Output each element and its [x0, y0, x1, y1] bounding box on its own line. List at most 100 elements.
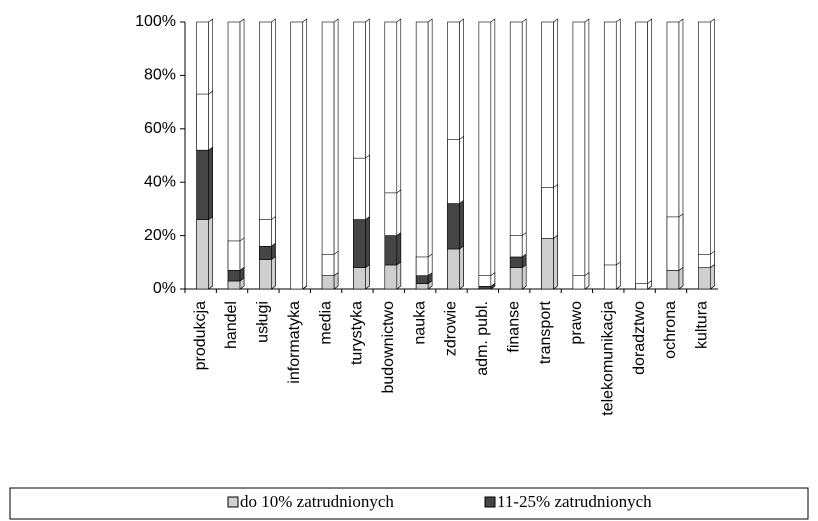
bar-segment	[447, 203, 460, 250]
bar-side	[521, 232, 527, 258]
bar-segment	[415, 256, 429, 276]
bar-side	[365, 154, 370, 221]
bar-segment	[259, 219, 272, 247]
bar-segment	[509, 256, 523, 268]
column-side	[490, 18, 496, 290]
bar-segment	[384, 264, 398, 290]
bar-side	[302, 285, 307, 290]
bar-side	[208, 215, 213, 290]
bar-side	[427, 253, 433, 277]
x-tick-label: budownictwo	[380, 301, 397, 394]
bar-segment	[259, 245, 272, 260]
bar-segment	[698, 253, 711, 268]
bar-segment	[447, 139, 460, 204]
y-tick-label: 40%	[144, 173, 176, 190]
bar-side	[271, 215, 276, 247]
bar-segment	[384, 192, 398, 236]
column-side	[302, 18, 308, 290]
bar-side	[678, 213, 684, 271]
legend-swatch	[484, 496, 496, 508]
x-tick-label: transport	[537, 300, 554, 364]
x-tick-label: media	[317, 301, 334, 345]
bar-side	[553, 183, 558, 239]
column-frame	[415, 21, 429, 290]
x-tick-label: doradztwo	[631, 301, 648, 375]
bar-segment	[603, 264, 617, 290]
bar-segment	[415, 275, 429, 284]
bar-side	[490, 272, 496, 287]
y-tick-label: 80%	[144, 67, 176, 84]
bar-side	[396, 232, 402, 266]
bar-segment	[447, 248, 460, 290]
bar-segment	[353, 267, 366, 290]
x-tick-label: kultura	[694, 301, 711, 349]
legend-label: do 10% zatrudnionych	[240, 492, 394, 511]
bar-segment	[541, 187, 554, 239]
x-tick-label: nauka	[411, 301, 428, 345]
legend-box	[9, 487, 809, 520]
x-tick-label: finanse	[505, 301, 522, 353]
bar-side	[333, 250, 339, 277]
bar-side	[239, 237, 245, 271]
column-frame	[603, 21, 617, 290]
bar-segment	[321, 253, 335, 276]
bar-side	[365, 264, 370, 290]
column-frame	[290, 21, 304, 290]
column-frame	[635, 21, 648, 290]
bar-segment	[384, 235, 398, 266]
bar-side	[459, 199, 464, 250]
bar-side	[521, 264, 527, 290]
bar-side	[710, 264, 715, 290]
bar-side	[710, 250, 715, 269]
bar-segment	[635, 283, 648, 290]
column-side	[584, 18, 590, 290]
bar-segment	[698, 267, 711, 290]
bar-side	[678, 266, 684, 290]
bar-segment	[541, 237, 554, 290]
bar-side	[459, 245, 464, 290]
bar-segment	[353, 157, 366, 220]
column-side	[333, 18, 339, 290]
bar-segment	[666, 270, 680, 290]
bar-side	[553, 234, 558, 290]
y-tick-label: 0%	[153, 280, 176, 297]
bar-segment	[196, 149, 209, 220]
x-tick-label: turystyka	[349, 301, 366, 365]
bar-side	[208, 90, 213, 151]
bar-side	[647, 280, 652, 290]
bar-segment	[509, 235, 523, 258]
bar-segment	[353, 219, 366, 268]
y-tick-label: 100%	[135, 13, 176, 30]
x-tick-label: usługi	[255, 301, 272, 343]
bar-side	[396, 189, 402, 237]
x-tick-label: prawo	[568, 301, 585, 345]
bar-segment	[196, 93, 209, 151]
column-frame	[572, 21, 586, 290]
x-tick-label: telekomunikacja	[599, 301, 616, 416]
x-tick-label: produkcja	[192, 301, 209, 370]
y-tick-label: 20%	[144, 227, 176, 244]
bar-side	[615, 261, 621, 290]
bar-side	[584, 272, 590, 290]
x-tick-label: adm. publ.	[474, 301, 491, 376]
bar-segment	[196, 219, 209, 290]
column-frame	[321, 21, 335, 290]
bar-segment	[259, 259, 272, 290]
bar-side	[208, 146, 213, 221]
bar-segment	[509, 267, 523, 290]
column-side	[647, 18, 652, 290]
column-frame	[698, 21, 711, 290]
column-frame	[478, 21, 492, 290]
x-tick-label: zdrowie	[443, 301, 460, 356]
column-side	[710, 18, 715, 290]
bar-side	[365, 215, 370, 269]
legend-swatch	[227, 496, 239, 508]
bar-segment	[572, 275, 586, 290]
bar-segment	[478, 275, 492, 287]
bar-side	[459, 135, 464, 205]
x-tick-label: ochrona	[662, 301, 679, 359]
column-side	[615, 18, 621, 290]
x-tick-label: handel	[223, 301, 240, 349]
bar-segment	[227, 280, 241, 290]
